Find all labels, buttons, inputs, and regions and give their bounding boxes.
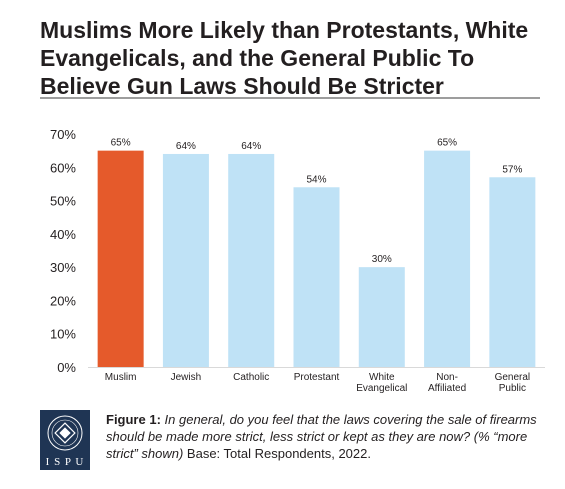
x-tick-label: Evangelical: [356, 383, 407, 394]
x-tick-label: Affiliated: [428, 383, 466, 394]
x-tick-label: Non-: [436, 372, 458, 383]
data-label: 64%: [176, 141, 196, 152]
x-tick-label: Public: [499, 383, 526, 394]
bar: [162, 153, 209, 367]
y-tick-label: 20%: [50, 293, 76, 308]
logo-wordmark: I S P U: [45, 456, 85, 468]
x-tick-label: Jewish: [171, 372, 202, 383]
x-tick-label: Muslim: [105, 372, 137, 383]
bar: [358, 267, 405, 367]
y-tick-label: 40%: [50, 227, 76, 242]
data-label: 57%: [502, 164, 522, 175]
ispu-logo-icon: I S P U: [40, 410, 90, 470]
y-tick-label: 30%: [50, 260, 76, 275]
x-tick-label: Catholic: [233, 372, 269, 383]
base-note: Base: Total Respondents, 2022.: [186, 446, 371, 461]
data-label: 65%: [111, 138, 131, 149]
bar: [424, 150, 471, 367]
ispu-emblem-icon: [47, 415, 83, 451]
figure-caption: Figure 1: In general, do you feel that t…: [106, 411, 546, 462]
data-label: 64%: [241, 141, 261, 152]
y-tick-label: 60%: [50, 160, 76, 175]
y-tick-label: 70%: [50, 127, 76, 142]
x-tick-label: General: [495, 372, 531, 383]
title-divider: [40, 97, 540, 99]
bar: [293, 187, 340, 367]
data-label: 54%: [306, 174, 326, 185]
bar: [228, 153, 275, 367]
bar: [97, 150, 144, 367]
y-tick-label: 0%: [57, 360, 76, 375]
bar-chart: 0% 10% 20% 30% 40% 50% 60% 70% 65% Muslim 64% Jewis…: [50, 127, 545, 394]
x-tick-label: Protestant: [294, 372, 340, 383]
y-tick-label: 50%: [50, 194, 76, 209]
data-label: 30%: [372, 254, 392, 265]
bar: [489, 177, 536, 367]
chart-title: Muslims More Likely than Protestants, Wh…: [40, 17, 529, 99]
y-tick-label: 10%: [50, 327, 76, 342]
x-tick-label: White: [369, 372, 395, 383]
survey-question: In general, do you feel that the laws co…: [106, 412, 537, 461]
data-label: 65%: [437, 138, 457, 149]
figure-label: Figure 1:: [106, 412, 161, 427]
